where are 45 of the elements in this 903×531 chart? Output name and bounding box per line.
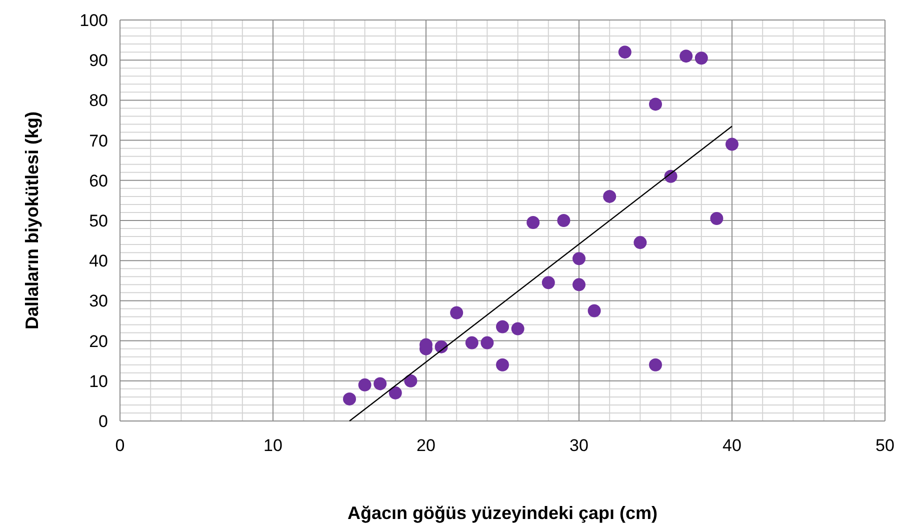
point — [588, 304, 601, 318]
point — [572, 252, 586, 266]
y-tick-label: 0 — [98, 412, 108, 431]
point — [374, 377, 387, 390]
point — [480, 336, 494, 350]
point — [358, 378, 372, 392]
point — [649, 358, 662, 372]
point — [465, 336, 478, 350]
y-tick-label: 50 — [89, 211, 108, 230]
point — [388, 386, 402, 400]
y-tick-label: 10 — [89, 372, 108, 391]
y-tick-label: 60 — [89, 171, 108, 190]
y-tick-label: 20 — [89, 332, 108, 351]
x-axis-title: Ağacın göğüs yüzeyindeki çapı (cm) — [347, 503, 658, 523]
y-tick-label: 90 — [89, 51, 108, 70]
point — [618, 46, 632, 59]
y-axis-title: Dallaların biyokütlesi (kg) — [22, 111, 42, 330]
point — [603, 190, 616, 203]
point — [496, 320, 509, 334]
point — [694, 52, 708, 65]
point — [404, 374, 418, 388]
x-tick-label: 50 — [876, 436, 894, 455]
point — [726, 138, 738, 151]
point — [634, 236, 647, 250]
x-tick-label: 10 — [264, 436, 282, 455]
x-tick-label: 0 — [115, 436, 125, 455]
x-tick-label: 30 — [570, 436, 588, 455]
point — [526, 216, 540, 230]
point — [572, 278, 586, 292]
x-tick-label: 20 — [416, 436, 436, 455]
point — [511, 322, 524, 336]
y-tick-label: 40 — [89, 252, 108, 271]
point — [450, 306, 464, 320]
point — [496, 358, 509, 372]
point — [680, 50, 693, 63]
point — [542, 276, 555, 290]
y-tick-label: 70 — [89, 131, 108, 150]
point — [649, 98, 662, 111]
y-tick-label: 80 — [89, 91, 108, 110]
y-tick-label: 30 — [89, 292, 108, 311]
point — [557, 214, 570, 227]
x-tick-label: 40 — [722, 436, 742, 455]
point — [710, 212, 724, 225]
y-tick-label: 100 — [80, 10, 108, 30]
point — [343, 392, 356, 406]
